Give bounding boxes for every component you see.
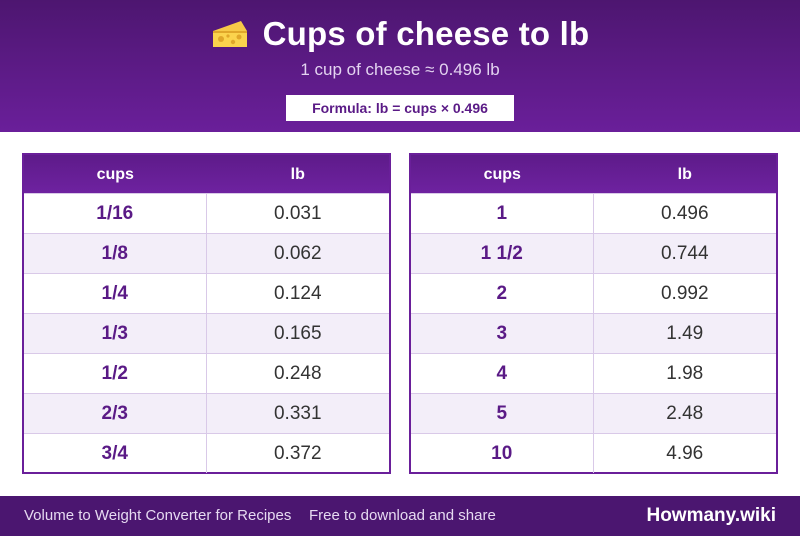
- table-row: 1 0.496: [411, 193, 776, 233]
- cups-cell: 4: [411, 354, 594, 393]
- table-row: 1/4 0.124: [24, 273, 389, 313]
- table-row: 3/4 0.372: [24, 433, 389, 473]
- cups-cell: 1/4: [24, 274, 207, 313]
- lb-cell: 0.992: [660, 283, 709, 304]
- conversion-table-right: cups lb 1 0.496 1 1/2 0.744 2 0.992 3 1.…: [409, 153, 778, 474]
- title-row: Cups of cheese to lb: [0, 14, 800, 54]
- lb-cell: 0.062: [273, 243, 322, 264]
- cups-cell: 2/3: [24, 394, 207, 433]
- cheese-icon: [212, 21, 247, 47]
- table-header: cups lb: [24, 155, 389, 193]
- table-row: 1/16 0.031: [24, 193, 389, 233]
- cups-cell: 1 1/2: [411, 234, 594, 273]
- footer-tagline: Volume to Weight Converter for Recipes: [24, 507, 292, 524]
- lb-cell: 1.49: [666, 323, 704, 344]
- page-title: Cups of cheese to lb: [262, 15, 590, 52]
- footer-share-note: Free to download and share: [309, 507, 496, 524]
- cups-cell: 1: [411, 194, 594, 233]
- cups-cell: 5: [411, 394, 594, 433]
- lb-cell: 0.331: [273, 403, 322, 424]
- lb-cell: 0.372: [273, 443, 322, 464]
- cups-cell: 3: [411, 314, 594, 353]
- subtitle: 1 cup of cheese ≈ 0.496 lb: [300, 60, 500, 79]
- column-header-cups: cups: [96, 166, 134, 183]
- table-row: 1 1/2 0.744: [411, 233, 776, 273]
- cups-cell: 1/3: [24, 314, 207, 353]
- table-row: 10 4.96: [411, 433, 776, 473]
- footer: Volume to Weight Converter for Recipes F…: [0, 496, 800, 536]
- conversion-table-left: cups lb 1/16 0.031 1/8 0.062 1/4 0.124 1…: [22, 153, 391, 474]
- lb-cell: 2.48: [666, 403, 704, 424]
- column-header-lb: lb: [290, 166, 305, 183]
- column-header-lb: lb: [677, 166, 692, 183]
- cups-cell: 1/16: [24, 194, 207, 233]
- lb-cell: 0.248: [273, 363, 322, 384]
- lb-cell: 0.031: [273, 203, 322, 224]
- lb-cell: 0.496: [660, 203, 709, 224]
- cups-cell: 2: [411, 274, 594, 313]
- table-row: 3 1.49: [411, 313, 776, 353]
- cups-cell: 10: [411, 434, 594, 473]
- table-row: 5 2.48: [411, 393, 776, 433]
- column-header-cups: cups: [483, 166, 521, 183]
- table-row: 2/3 0.331: [24, 393, 389, 433]
- table-row: 1/2 0.248: [24, 353, 389, 393]
- lb-cell: 0.124: [273, 283, 322, 304]
- lb-cell: 0.165: [273, 323, 322, 344]
- cups-cell: 1/8: [24, 234, 207, 273]
- formula-badge: Formula: lb = cups × 0.496: [286, 95, 514, 121]
- brand-logo-text[interactable]: Howmany.wiki: [646, 505, 776, 526]
- header: Cups of cheese to lb 1 cup of cheese ≈ 0…: [0, 0, 800, 132]
- lb-cell: 0.744: [660, 243, 709, 264]
- table-row: 1/8 0.062: [24, 233, 389, 273]
- table-row: 2 0.992: [411, 273, 776, 313]
- lb-cell: 1.98: [666, 363, 704, 384]
- table-row: 4 1.98: [411, 353, 776, 393]
- cups-cell: 3/4: [24, 434, 207, 473]
- lb-cell: 4.96: [666, 443, 704, 464]
- table-row: 1/3 0.165: [24, 313, 389, 353]
- cups-cell: 1/2: [24, 354, 207, 393]
- table-header: cups lb: [411, 155, 776, 193]
